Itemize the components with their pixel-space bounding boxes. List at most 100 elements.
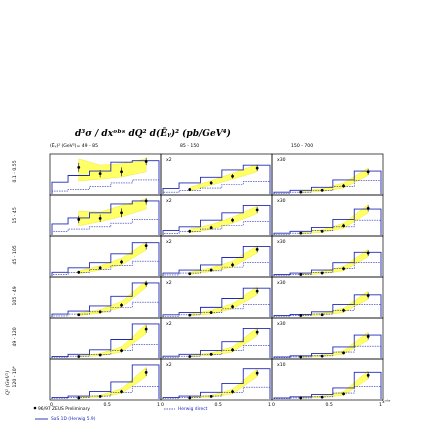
data-point <box>366 335 370 338</box>
column-header-1: (Ēᵧ)² (GeV²)= 49 - 85 <box>50 142 98 149</box>
scale-factor-label: x30 <box>277 157 286 163</box>
data-point <box>255 330 259 334</box>
sas-histogram <box>162 287 271 317</box>
sas-histogram <box>51 242 160 276</box>
data-point <box>188 272 192 276</box>
panel-r4-c1: x2 <box>160 317 273 360</box>
herwig-direct-histogram <box>162 181 271 194</box>
uncertainty-band <box>189 164 258 192</box>
sas-histogram <box>51 282 160 317</box>
data-point <box>255 166 259 170</box>
herwig-direct-histogram <box>51 344 160 358</box>
panel-r0-c2: x30 <box>271 153 384 196</box>
data-point <box>366 251 370 255</box>
data-point <box>77 396 81 400</box>
sas-histogram <box>51 323 160 358</box>
data-point <box>299 190 303 194</box>
uncertainty-band <box>78 198 147 226</box>
data-point <box>188 313 192 317</box>
x-tick-label: 0.5 <box>215 402 222 408</box>
uncertainty-band <box>78 323 147 358</box>
data-point <box>209 181 213 185</box>
uncertainty-band <box>189 245 258 275</box>
uncertainty-band <box>189 286 258 317</box>
data-point <box>120 260 123 264</box>
panel-r3-c1: x2 <box>160 276 273 319</box>
data-point <box>342 267 345 270</box>
data-point <box>209 352 213 356</box>
data-point <box>77 313 81 317</box>
panel-r2-c0 <box>49 235 162 278</box>
data-point <box>366 294 370 297</box>
panel-r2-c2: x30 <box>271 235 384 278</box>
data-point <box>231 390 234 393</box>
x-tick-label: 0 <box>272 402 275 408</box>
herwig-direct-histogram <box>51 219 160 235</box>
panel-r4-c2: x30 <box>271 317 384 360</box>
data-point <box>231 218 234 222</box>
data-point <box>144 244 148 248</box>
sas-histogram <box>162 164 271 194</box>
column-header-2: 85 - 150 <box>180 143 199 149</box>
data-point <box>98 353 102 357</box>
legend-direct-label: Herwig direct <box>178 406 208 412</box>
scale-factor-label: x30 <box>277 198 286 204</box>
data-point <box>77 165 81 169</box>
sas-histogram <box>273 334 382 358</box>
data-point <box>231 263 234 267</box>
data-point <box>255 208 259 212</box>
row-label-1: 0.1 - 0.55 <box>12 160 18 182</box>
legend: 96/97 ZEUS Preliminary Herwig direct SaS… <box>33 406 208 422</box>
panel-frame <box>49 235 162 278</box>
row-label-2: 15 - 45 <box>12 207 18 223</box>
row-labels: 0.1 - 0.55 15 - 45 45 - 105 105 - 49 49 - 12… <box>12 160 18 387</box>
x-tick-label: 1 <box>157 402 160 408</box>
sas-histogram <box>273 371 382 399</box>
data-point <box>231 305 234 309</box>
row-label-6: 120 - 10⁴ <box>12 366 18 387</box>
data-point <box>77 355 81 358</box>
data-point <box>188 188 192 191</box>
panel-r5-c0 <box>49 358 162 401</box>
data-point <box>366 373 370 377</box>
data-point <box>255 289 259 293</box>
panel-r2-c1: x2 <box>160 235 273 278</box>
data-point <box>144 199 148 203</box>
scale-factor-label: x2 <box>166 362 172 368</box>
data-point <box>366 206 370 210</box>
data-point <box>120 303 123 307</box>
scale-factor-label: x2 <box>166 157 172 163</box>
chart-title: d³σ / dxᵒᵇˢ dQ² d(Ēᵧ)² (pb/GeV⁴) <box>75 127 231 139</box>
data-point <box>320 229 324 233</box>
data-point <box>209 311 213 314</box>
data-point <box>231 348 234 352</box>
x-axis-label: xᵒᵇˢ <box>382 399 391 405</box>
data-point <box>255 247 259 251</box>
data-point <box>77 270 81 274</box>
data-point <box>299 314 303 317</box>
data-point <box>98 216 102 220</box>
data-point <box>77 218 81 221</box>
x-tick-label: 0.5 <box>326 402 333 408</box>
x-tick-label: 0 <box>50 402 53 408</box>
x-tick-label: 0.5 <box>104 402 111 408</box>
data-point <box>188 355 192 358</box>
herwig-direct-histogram <box>273 180 382 194</box>
data-point <box>299 231 303 235</box>
data-point <box>342 308 345 312</box>
sas-histogram <box>162 327 271 358</box>
row-label-5: 49 - 120 <box>12 327 18 346</box>
data-point <box>188 229 192 233</box>
data-point <box>231 174 234 178</box>
data-point <box>320 313 324 317</box>
data-point <box>98 266 102 270</box>
data-point <box>209 268 213 272</box>
scale-factor-label: x30 <box>277 321 286 327</box>
panel-r0-c0 <box>49 153 162 196</box>
sas-histogram <box>51 364 160 399</box>
data-point <box>320 271 324 275</box>
data-point <box>98 310 102 314</box>
uncertainty-band <box>78 280 147 316</box>
data-point <box>320 395 324 399</box>
